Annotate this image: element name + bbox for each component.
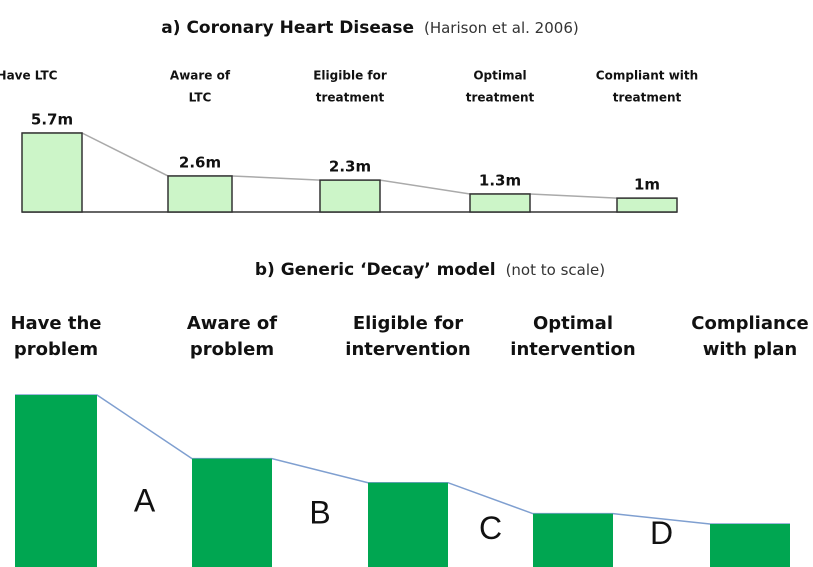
category-label: Have LTC — [0, 69, 58, 83]
gap-label: D — [650, 515, 673, 551]
value-label: 5.7m — [31, 111, 73, 129]
value-label: 2.6m — [179, 153, 221, 171]
category-label: treatment — [613, 91, 682, 105]
category-label: intervention — [345, 339, 470, 360]
bar — [15, 395, 97, 567]
value-label: 2.3m — [329, 158, 371, 176]
gap-label: C — [479, 510, 502, 546]
bar — [21, 132, 83, 213]
category-label: Eligible for — [353, 313, 463, 334]
category-label: Have the — [10, 313, 101, 334]
category-label: Compliance — [691, 313, 808, 334]
category-label: problem — [190, 339, 274, 360]
category-label: Optimal — [473, 69, 526, 83]
subtitle: (Harison et al. 2006) — [424, 19, 579, 37]
category-label: problem — [14, 339, 98, 360]
bar — [533, 513, 613, 567]
bar — [616, 197, 678, 213]
category-label: LTC — [189, 91, 212, 105]
value-label: 1.3m — [479, 171, 521, 189]
bar — [469, 193, 531, 213]
category-label: Eligible for — [313, 69, 387, 83]
value-label: 1m — [634, 176, 660, 194]
category-label: Optimal — [533, 313, 613, 334]
bar — [192, 458, 272, 567]
category-label: Aware of — [187, 313, 277, 334]
title: a) Coronary Heart Disease — [161, 18, 414, 38]
chart-title: a) Coronary Heart Disease (Harison et al.… — [161, 18, 578, 38]
category-label: intervention — [510, 339, 635, 360]
bar — [368, 482, 448, 567]
category-label: Aware of — [170, 69, 231, 83]
gap-label: A — [134, 482, 156, 518]
subtitle: (not to scale) — [506, 261, 606, 279]
chart-title: b) Generic ‘Decay’ model (not to scale) — [255, 260, 605, 280]
category-label: treatment — [466, 91, 535, 105]
title: b) Generic ‘Decay’ model — [255, 260, 496, 280]
category-label: treatment — [316, 91, 385, 105]
bar — [167, 175, 233, 213]
category-label: Compliant with — [596, 69, 698, 83]
category-label: with plan — [703, 339, 798, 360]
bar — [710, 524, 790, 567]
gap-label: B — [309, 494, 330, 530]
bar — [319, 179, 381, 213]
